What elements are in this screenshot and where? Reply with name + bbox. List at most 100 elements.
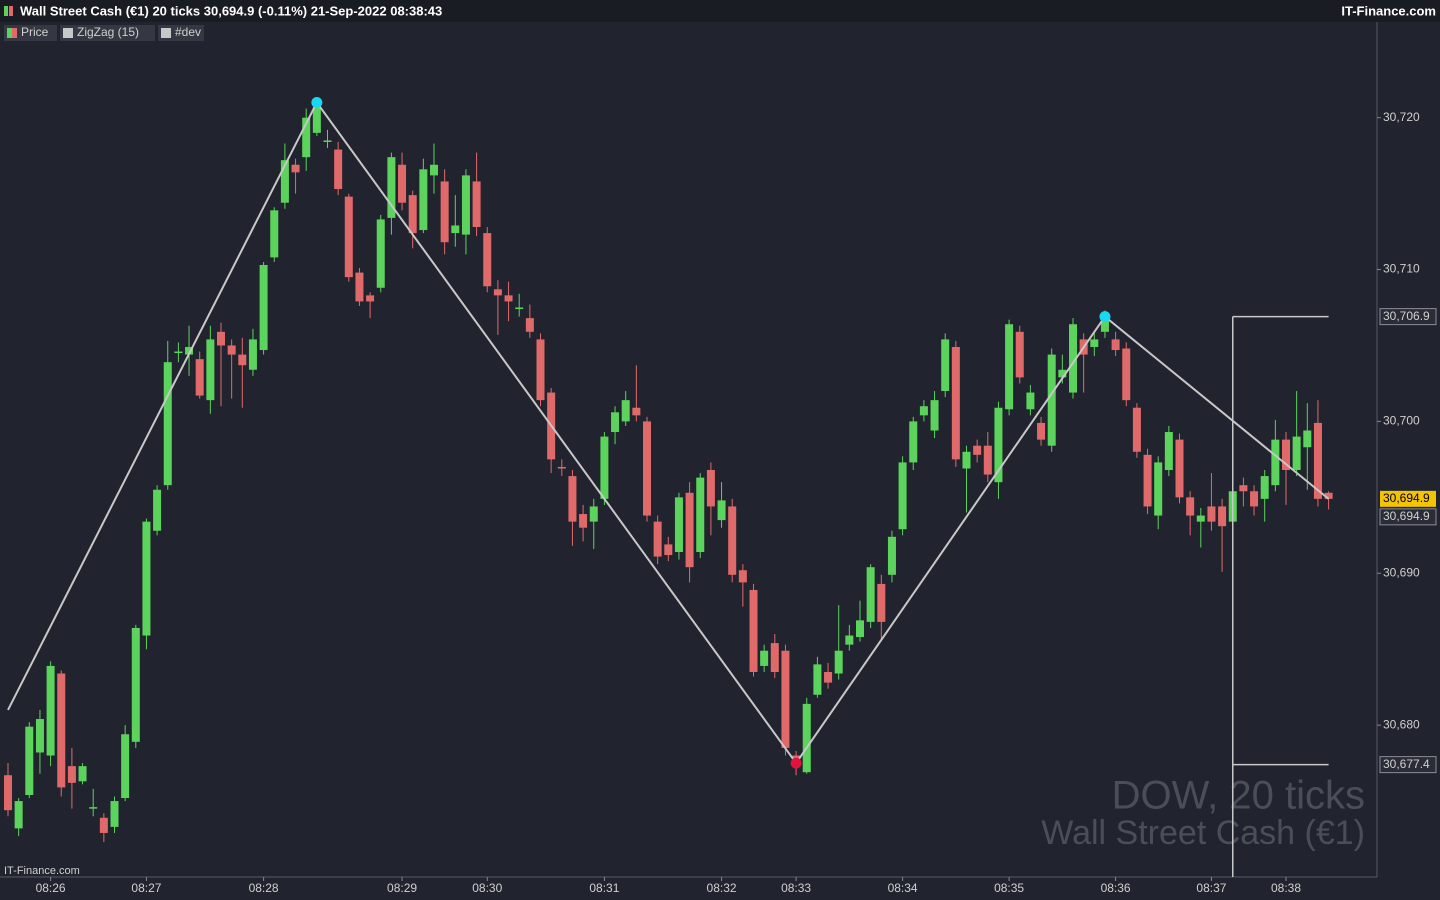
- candle-body: [887, 536, 896, 575]
- legend-swatch: [12, 28, 17, 38]
- candle-body: [185, 346, 194, 355]
- candle-body: [557, 466, 566, 469]
- x-tick-label: 08:27: [131, 881, 161, 895]
- candle-body: [834, 650, 843, 674]
- candle-body: [408, 195, 417, 234]
- candle-body: [1154, 462, 1163, 516]
- candle-body: [57, 673, 66, 788]
- candle-body: [856, 620, 864, 638]
- last-close-box: [1379, 508, 1437, 526]
- y-tick-label: 30,710: [1383, 262, 1420, 276]
- x-tick-label: 08:29: [387, 881, 417, 895]
- candle-body: [217, 331, 225, 346]
- candle-body: [259, 264, 268, 351]
- candle-body: [174, 351, 183, 354]
- candle-body: [1058, 369, 1067, 378]
- candle-body: [728, 506, 737, 575]
- candle-body: [1143, 454, 1152, 507]
- candle-body: [1324, 492, 1333, 499]
- candle-body: [653, 521, 662, 557]
- candle-body: [461, 175, 470, 235]
- candle-body: [248, 339, 257, 370]
- candle-body: [4, 775, 12, 811]
- candle-body: [334, 149, 343, 190]
- candle-body: [1292, 436, 1301, 471]
- candle-body: [1303, 430, 1312, 448]
- legend-label: Price: [21, 25, 49, 39]
- candle-body: [845, 635, 854, 645]
- candle-body: [611, 412, 620, 433]
- header-bar: [0, 0, 1440, 22]
- brand: IT-Finance.com: [1341, 3, 1436, 18]
- legend-label: ZigZag (15): [77, 25, 139, 39]
- candle-body: [504, 295, 513, 302]
- candle-body: [738, 570, 747, 583]
- candle-body: [78, 766, 87, 782]
- candle-body: [621, 400, 630, 422]
- candle-body: [142, 521, 151, 636]
- x-tick-label: 08:35: [994, 881, 1024, 895]
- candle-body: [664, 544, 673, 556]
- candle-body: [749, 589, 758, 672]
- candle-body: [579, 514, 588, 528]
- header-icon: [9, 6, 13, 16]
- candle-body: [1239, 485, 1248, 492]
- candle-body: [323, 140, 332, 142]
- candle-body: [238, 354, 247, 366]
- candle-body: [706, 470, 715, 507]
- candle-body: [227, 345, 236, 355]
- footer-brand: IT-Finance.com: [4, 865, 80, 877]
- candle-body: [770, 643, 779, 672]
- candle-body: [877, 583, 886, 622]
- legend-item: [4, 25, 57, 41]
- candle-body: [824, 671, 833, 683]
- candle-body: [312, 107, 321, 133]
- candle-body: [1175, 439, 1184, 498]
- candle-body: [366, 295, 375, 302]
- dev-label: 30,677.4: [1383, 757, 1430, 771]
- candle-body: [1026, 392, 1035, 410]
- candle-body: [280, 160, 289, 203]
- candle-body: [67, 766, 76, 783]
- candle-body: [632, 407, 641, 416]
- candle-body: [1218, 506, 1227, 527]
- dev-label-box: [1379, 308, 1437, 326]
- candle-body: [451, 225, 460, 234]
- candle-body: [35, 719, 44, 753]
- candle-body: [110, 801, 119, 827]
- candle-body: [270, 210, 279, 258]
- x-tick-label: 08:33: [781, 881, 811, 895]
- candle-body: [99, 817, 108, 833]
- candle-body: [472, 181, 481, 228]
- candle-body: [419, 169, 428, 231]
- candle-body: [951, 346, 960, 460]
- last-price-box: [1380, 490, 1436, 507]
- candle-body: [525, 318, 534, 332]
- x-tick-label: 08:31: [589, 881, 619, 895]
- candle-body: [355, 272, 364, 302]
- candle-body: [930, 400, 939, 431]
- candle-body: [1005, 324, 1014, 410]
- candle-body: [1090, 339, 1099, 347]
- candle-body: [387, 157, 396, 218]
- candle-body: [25, 726, 34, 795]
- candle-body: [515, 307, 524, 310]
- candle-body: [866, 567, 875, 622]
- header-icon: [4, 6, 8, 16]
- candle-body: [153, 489, 162, 531]
- y-tick-label: 30,690: [1383, 565, 1420, 579]
- dev-label-box: [1379, 756, 1437, 774]
- legend-swatch: [7, 28, 12, 38]
- candle-body: [493, 289, 502, 296]
- candle-body: [1196, 515, 1205, 522]
- candle-body: [131, 627, 140, 742]
- candle-body: [962, 451, 971, 469]
- x-tick-label: 08:30: [472, 881, 502, 895]
- candle-body: [983, 445, 992, 475]
- candle-body: [163, 362, 172, 486]
- candle-body: [291, 164, 300, 173]
- x-tick-label: 08:36: [1101, 881, 1131, 895]
- last-price-label: 30,694.9: [1383, 491, 1430, 505]
